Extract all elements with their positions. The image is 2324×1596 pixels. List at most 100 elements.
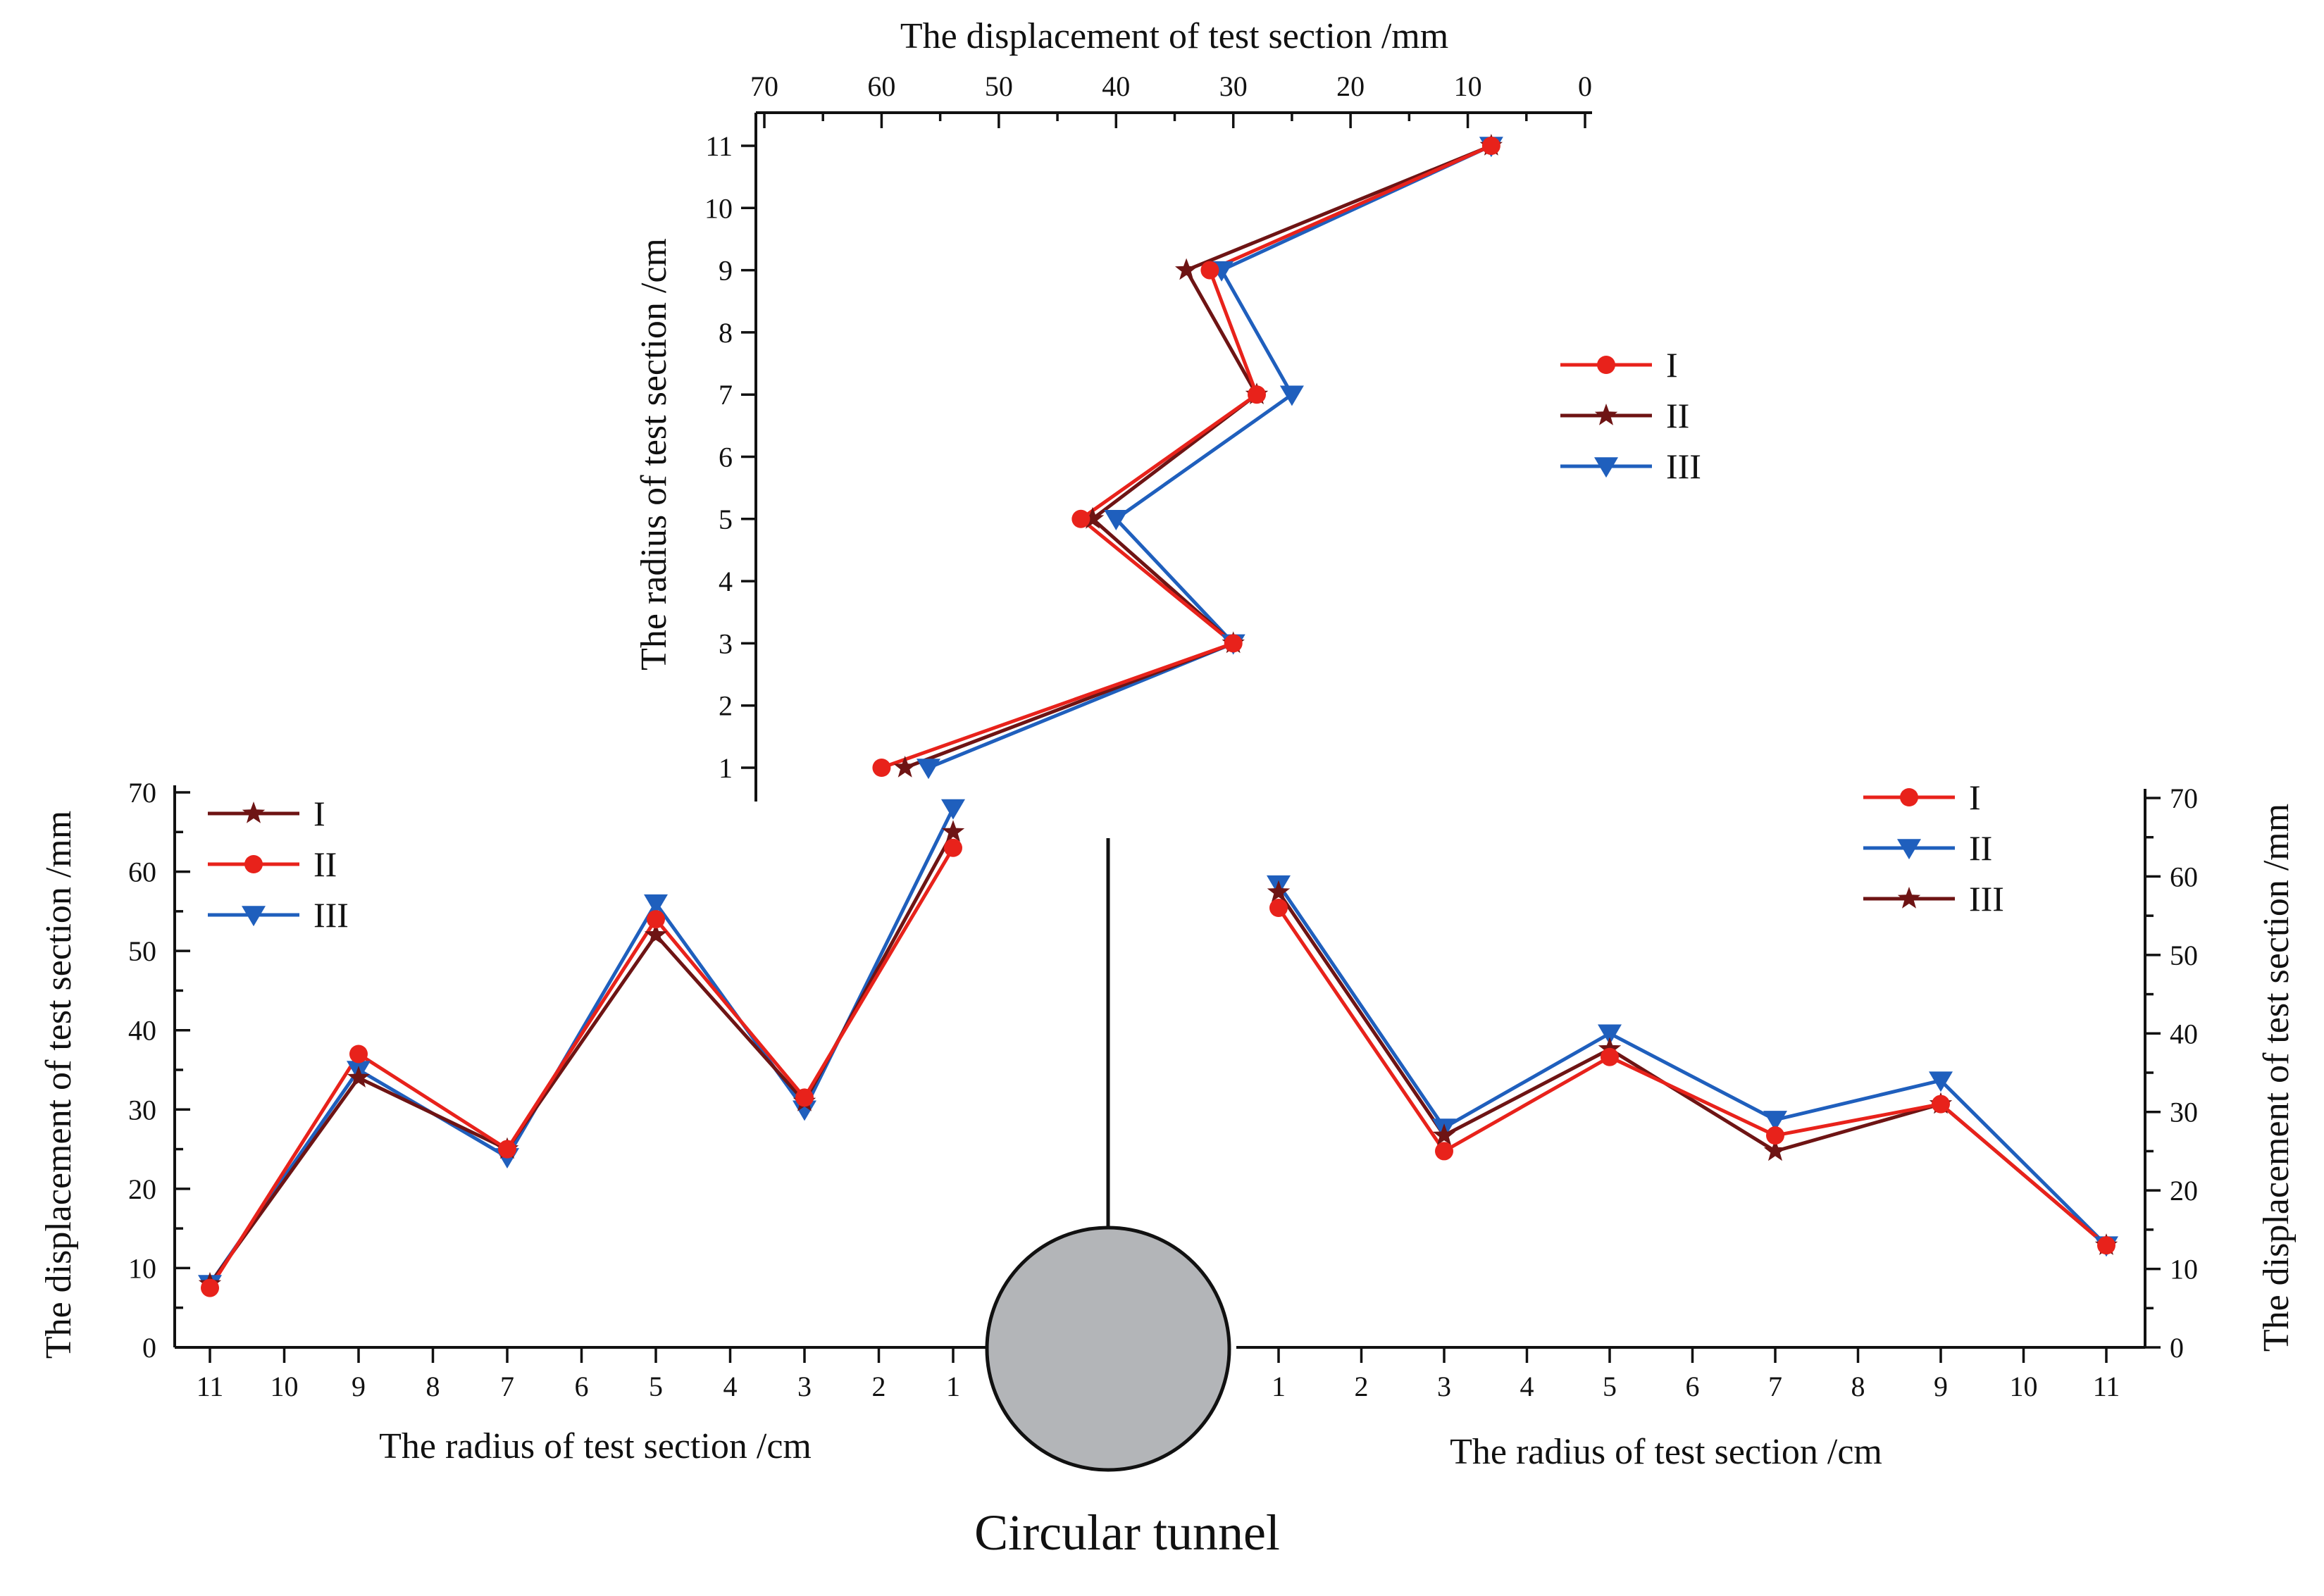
left-legend-marker — [244, 855, 263, 873]
right-series-i-point — [1435, 1142, 1453, 1161]
top-x-tick-label: 60 — [867, 70, 895, 102]
left-series-i-point — [644, 923, 668, 945]
top-y-tick-label: 6 — [719, 442, 733, 473]
right-series-ii-line — [1276, 883, 2108, 1247]
right-legend-label: II — [1969, 828, 1992, 868]
top-legend-marker — [1594, 404, 1618, 425]
top-series-i-line — [881, 144, 1492, 770]
left-series-iii-point — [644, 894, 668, 915]
right-x-tick-label: 10 — [2010, 1371, 2038, 1402]
right-y-tick-label: 60 — [2170, 861, 2198, 892]
top-y-tick-label: 3 — [719, 628, 733, 659]
left-x-axis-title: The radius of test section /cm — [379, 1426, 812, 1466]
right-series-i-line — [1276, 906, 2108, 1247]
left-x-tick-label: 7 — [500, 1371, 514, 1402]
top-x-tick-label: 0 — [1578, 70, 1592, 102]
top-series-ii-point — [1175, 258, 1198, 280]
right-series-ii-point — [1598, 1024, 1622, 1045]
right-y-axis-title: The displacement of test section /mm — [2256, 804, 2297, 1352]
right-series-i-point — [1601, 1047, 1619, 1066]
left-x-tick-label: 8 — [426, 1371, 440, 1402]
top-series-i-point — [1200, 261, 1219, 280]
left-x-tick-label: 2 — [872, 1371, 886, 1402]
right-x-tick-label: 7 — [1768, 1371, 1782, 1402]
left-x-tick-label: 6 — [575, 1371, 589, 1402]
left-y-tick-label: 0 — [142, 1332, 156, 1364]
top-x-tick-label: 50 — [985, 70, 1013, 102]
top-series-ii-point — [1081, 506, 1105, 529]
right-x-tick-label: 5 — [1603, 1371, 1617, 1402]
top-legend-label: III — [1666, 447, 1701, 486]
top-y-tick-label: 7 — [719, 379, 733, 411]
right-x-axis-title: The radius of test section /cm — [1450, 1432, 1882, 1472]
right-x-tick-label: 1 — [1272, 1371, 1286, 1402]
right-legend-marker — [1897, 887, 1921, 909]
right-series-i-point — [1766, 1126, 1784, 1145]
right-x-tick-label: 4 — [1520, 1371, 1534, 1402]
left-series-ii-point — [201, 1278, 219, 1297]
top-y-tick-label: 8 — [719, 317, 733, 349]
right-x-tick-label: 2 — [1355, 1371, 1369, 1402]
right-x-tick-label: 3 — [1437, 1371, 1451, 1402]
right-y-tick-label: 50 — [2170, 940, 2198, 971]
top-series-ii-line — [904, 144, 1492, 770]
right-series-ii-point — [1929, 1071, 1953, 1092]
top-x-tick-label: 70 — [750, 70, 778, 102]
top-y-tick-label: 1 — [719, 752, 733, 784]
top-x-axis-title: The displacement of test section /mm — [900, 16, 1448, 56]
right-y-tick-label: 40 — [2170, 1018, 2198, 1049]
left-series-ii-point — [647, 910, 665, 929]
right-series-iii-point — [1432, 1123, 1456, 1145]
right-y-tick-label: 10 — [2170, 1254, 2198, 1285]
left-x-tick-label: 11 — [197, 1371, 224, 1402]
left-series-iii-point — [793, 1100, 816, 1121]
tunnel-circle — [985, 1226, 1231, 1472]
left-y-tick-label: 50 — [128, 935, 156, 967]
top-series-i-point — [1071, 509, 1090, 528]
top-series-iii-point — [916, 759, 940, 780]
left-legend-marker — [242, 906, 266, 927]
top-series-i-point — [1224, 634, 1243, 653]
right-series-i-point — [1932, 1095, 1950, 1114]
left-x-tick-label: 9 — [352, 1371, 366, 1402]
left-y-tick-label: 10 — [128, 1252, 156, 1284]
left-x-tick-label: 5 — [649, 1371, 663, 1402]
right-y-tick-label: 20 — [2170, 1175, 2198, 1207]
top-legend-marker — [1597, 356, 1615, 374]
left-series-ii-point — [795, 1088, 814, 1107]
right-series-i-point — [2097, 1236, 2115, 1255]
right-legend-marker — [1897, 839, 1921, 860]
right-x-tick-label: 8 — [1851, 1371, 1865, 1402]
left-x-tick-label: 10 — [271, 1371, 299, 1402]
right-legend-label: I — [1969, 778, 1981, 817]
left-y-tick-label: 40 — [128, 1015, 156, 1047]
left-series-i-point — [941, 820, 965, 842]
left-y-tick-label: 20 — [128, 1173, 156, 1205]
right-y-tick-label: 0 — [2170, 1332, 2184, 1364]
left-y-tick-label: 60 — [128, 856, 156, 888]
left-x-tick-label: 3 — [797, 1371, 812, 1402]
top-legend-label: I — [1666, 345, 1678, 385]
right-x-tick-label: 11 — [2093, 1371, 2120, 1402]
top-series-iii-point — [1104, 510, 1129, 530]
right-legend-marker — [1900, 788, 1918, 806]
left-legend-label: II — [313, 844, 337, 884]
top-y-tick-label: 4 — [719, 566, 733, 597]
right-series-iii-point — [1267, 880, 1291, 902]
top-series-iii-point — [1279, 385, 1304, 406]
left-series-iii-point — [941, 799, 965, 820]
left-y-axis-title: The displacement of test section /mm — [39, 811, 79, 1359]
top-series-i-point — [1481, 137, 1500, 155]
right-x-tick-label: 9 — [1934, 1371, 1948, 1402]
top-series-i-point — [1248, 385, 1266, 404]
left-x-tick-label: 1 — [946, 1371, 960, 1402]
right-series-iii-point — [1763, 1139, 1787, 1161]
right-y-tick-label: 30 — [2170, 1097, 2198, 1128]
top-x-tick-label: 30 — [1219, 70, 1248, 102]
top-y-axis-title: The radius of test section /cm — [634, 238, 674, 671]
top-series-i-point — [872, 759, 891, 777]
top-y-tick-label: 5 — [719, 504, 733, 535]
top-y-tick-label: 10 — [704, 192, 733, 224]
